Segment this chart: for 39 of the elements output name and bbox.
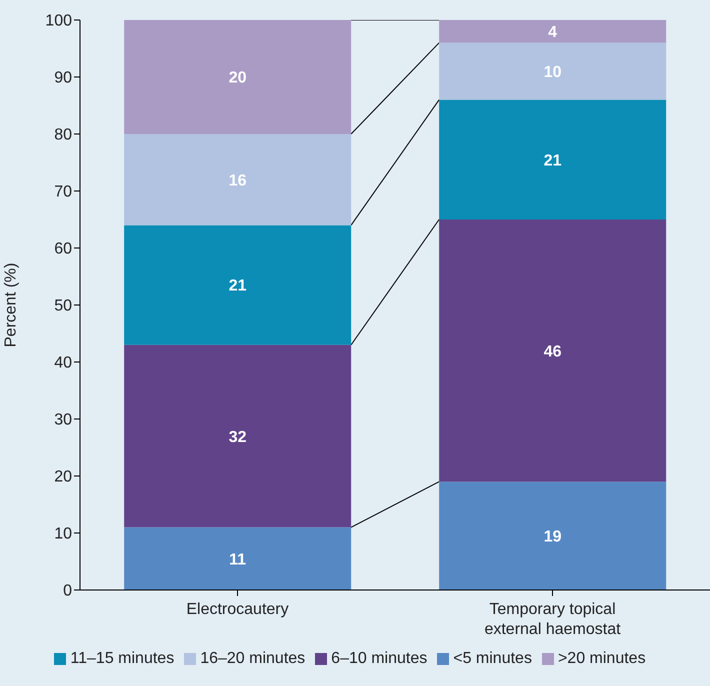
bar xyxy=(439,482,666,590)
data-label: 32 xyxy=(228,428,247,446)
bar xyxy=(439,20,666,43)
legend-label: 6–10 minutes xyxy=(331,650,428,667)
bar xyxy=(439,42,666,100)
legend-label: >20 minutes xyxy=(558,650,646,667)
data-label: 21 xyxy=(544,152,562,170)
data-label: 4 xyxy=(548,24,558,42)
y-tick-label: 30 xyxy=(54,412,72,429)
y-tick-label: 100 xyxy=(45,12,72,30)
y-tick-label: 60 xyxy=(54,240,72,258)
y-tick-label: 20 xyxy=(54,468,72,486)
bar xyxy=(124,134,352,226)
bar xyxy=(439,100,666,220)
y-tick-label: 40 xyxy=(54,354,72,372)
y-tick-label: 50 xyxy=(54,298,72,315)
y-tick-label: 80 xyxy=(54,126,72,144)
bar xyxy=(124,344,352,528)
y-tick-label: 70 xyxy=(54,184,72,201)
data-label: 16 xyxy=(228,172,247,190)
legend-label: <5 minutes xyxy=(453,650,532,667)
x-tick-label: Temporary topical external haemostat xyxy=(484,601,622,638)
y-axis-title: Percent (%) xyxy=(2,262,20,348)
legend-label: 11–15 minutes xyxy=(70,650,174,667)
bar xyxy=(124,527,352,590)
bar xyxy=(439,220,666,482)
data-label: 11 xyxy=(229,551,246,568)
bar xyxy=(124,20,352,134)
y-tick-label: 90 xyxy=(54,70,72,87)
bar xyxy=(124,225,352,345)
y-tick-label: 10 xyxy=(54,526,72,543)
legend-label: 16–20 minutes xyxy=(200,650,306,667)
data-label: 19 xyxy=(544,528,562,546)
data-label: 21 xyxy=(228,278,247,295)
data-label: 46 xyxy=(544,343,562,360)
data-label: 20 xyxy=(228,70,247,87)
data-label: 10 xyxy=(544,64,562,81)
y-tick-label: 0 xyxy=(63,582,72,600)
x-tick-label: Electrocautery xyxy=(186,601,289,618)
